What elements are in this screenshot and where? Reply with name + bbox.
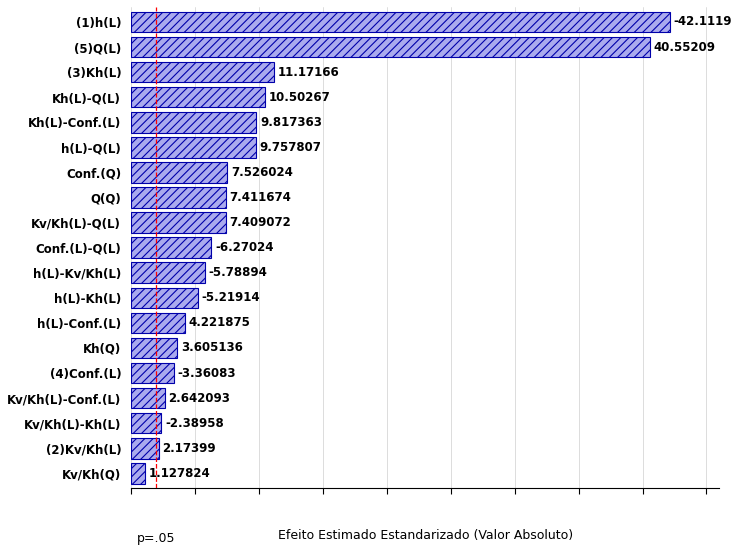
Bar <box>131 337 177 359</box>
Text: 4.221875: 4.221875 <box>189 316 251 330</box>
Bar <box>131 363 174 384</box>
Bar <box>131 413 161 433</box>
Text: -42.1119: -42.1119 <box>673 16 732 28</box>
Text: 7.411674: 7.411674 <box>229 191 292 204</box>
Text: 10.50267: 10.50267 <box>269 90 331 104</box>
Text: 40.55209: 40.55209 <box>653 41 716 54</box>
Bar <box>131 162 227 183</box>
Text: -3.36083: -3.36083 <box>178 366 236 380</box>
Bar <box>131 263 205 283</box>
Bar <box>131 238 211 258</box>
Bar <box>131 312 185 333</box>
Text: 7.409072: 7.409072 <box>229 216 292 229</box>
Text: 1.127824: 1.127824 <box>149 467 211 480</box>
Bar <box>131 187 226 208</box>
Bar <box>131 213 226 233</box>
Text: 2.17399: 2.17399 <box>163 442 216 455</box>
X-axis label: Efeito Estimado Estandarizado (Valor Absoluto): Efeito Estimado Estandarizado (Valor Abs… <box>278 529 573 542</box>
Bar <box>131 438 158 458</box>
Bar <box>131 463 145 483</box>
Text: -5.78894: -5.78894 <box>209 266 268 279</box>
Text: -5.21914: -5.21914 <box>201 291 260 304</box>
Text: 9.817363: 9.817363 <box>260 116 322 129</box>
Bar <box>131 112 257 133</box>
Bar <box>131 388 165 408</box>
Bar <box>131 37 650 57</box>
Text: 2.642093: 2.642093 <box>169 392 230 405</box>
Text: 9.757807: 9.757807 <box>260 141 321 154</box>
Text: 11.17166: 11.17166 <box>278 65 340 79</box>
Bar <box>131 87 265 108</box>
Bar <box>131 287 198 308</box>
Text: 3.605136: 3.605136 <box>181 341 243 355</box>
Text: p=.05: p=.05 <box>137 532 175 544</box>
Bar <box>131 137 256 158</box>
Text: -6.27024: -6.27024 <box>215 241 274 254</box>
Bar <box>131 62 274 83</box>
Text: -2.38958: -2.38958 <box>165 417 224 430</box>
Text: 7.526024: 7.526024 <box>231 166 293 179</box>
Bar <box>131 12 670 32</box>
